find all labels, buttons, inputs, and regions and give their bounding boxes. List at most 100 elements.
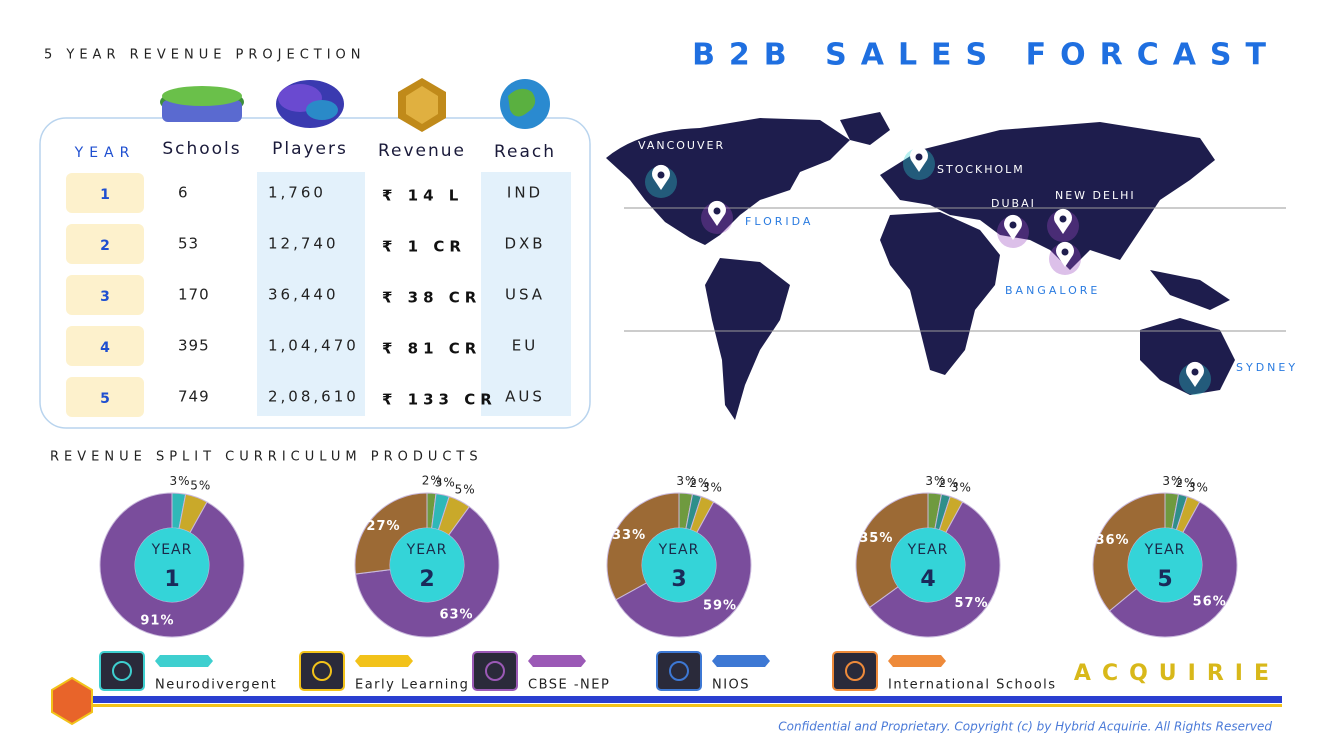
year-value: 5	[100, 391, 110, 407]
reach-value: DXB	[504, 235, 545, 253]
legend-label: Early Learning	[355, 678, 469, 693]
schools-value: 6	[178, 184, 189, 202]
reach-value: EU	[512, 337, 538, 355]
segment-label: 63%	[439, 607, 473, 622]
legend-icon	[832, 651, 878, 691]
column-header: Players	[272, 139, 348, 159]
revenue-value: ₹ 38 CR	[382, 289, 481, 307]
donut-center	[891, 528, 965, 602]
city-label: VANCOUVER	[638, 139, 725, 152]
players-value: 2,08,610	[268, 388, 359, 406]
projection-title: 5 YEAR REVENUE PROJECTION	[44, 48, 366, 63]
legend-swatch	[888, 655, 946, 667]
donut-center	[135, 528, 209, 602]
segment-label: 2%	[689, 476, 710, 490]
segment-label: 3%	[1162, 474, 1183, 488]
donut-center	[1128, 528, 1202, 602]
world-map	[606, 112, 1235, 420]
center-year: 3	[671, 567, 686, 592]
pin-dot	[1009, 221, 1017, 229]
segment-label: 3%	[925, 474, 946, 488]
pin-dot	[1059, 215, 1067, 223]
legend-swatch	[712, 655, 770, 667]
segment-label: 33%	[612, 528, 646, 543]
legend-label: Neurodivergent	[155, 678, 277, 693]
players-column-bg	[257, 172, 365, 416]
segment-label: 59%	[703, 599, 737, 614]
legend-swatch	[528, 655, 586, 667]
legend-icon-glyph	[669, 661, 689, 681]
center-year: 2	[419, 567, 434, 592]
legend-icon-glyph	[112, 661, 132, 681]
donut-segment	[615, 501, 752, 638]
schools-value: 749	[178, 388, 210, 406]
year-value: 4	[100, 340, 110, 356]
segment-label: 3%	[435, 476, 456, 490]
legend-icon	[299, 651, 345, 691]
legend-icon-glyph	[485, 661, 505, 681]
players-value: 12,740	[268, 235, 339, 253]
reach-column-bg	[481, 172, 571, 416]
brand: ACQUIRIE	[1074, 661, 1280, 686]
pin-dot	[1061, 248, 1069, 256]
reach-value: IND	[507, 184, 543, 202]
legend-icon	[99, 651, 145, 691]
column-header: Revenue	[378, 141, 466, 161]
revenue-icon	[398, 78, 446, 132]
schools-value: 395	[178, 337, 210, 355]
hex-logo	[51, 676, 93, 726]
donut-center	[642, 528, 716, 602]
pin-dot	[915, 153, 923, 161]
split-title: REVENUE SPLIT CURRICULUM PRODUCTS	[50, 450, 483, 465]
donut-center	[390, 528, 464, 602]
players-value: 36,440	[268, 286, 339, 304]
city-label: SYDNEY	[1236, 361, 1298, 374]
center-label: YEAR	[151, 542, 193, 558]
legend-swatch	[355, 655, 413, 667]
year-cell	[66, 377, 144, 417]
pin-dot	[713, 207, 721, 215]
reach-icon	[500, 79, 550, 129]
center-label: YEAR	[907, 542, 949, 558]
city-label: BANGALORE	[1005, 284, 1100, 297]
legend-label: CBSE -NEP	[528, 678, 610, 693]
city-label: DUBAI	[991, 197, 1036, 210]
segment-label: 2%	[938, 476, 959, 490]
footer-bar	[90, 696, 1282, 703]
column-header: Schools	[162, 139, 241, 159]
revenue-value: ₹ 1 CR	[382, 238, 466, 256]
legend-icon	[472, 651, 518, 691]
segment-label: 3%	[169, 474, 190, 488]
city-label: FLORIDA	[745, 215, 813, 228]
year-value: 1	[100, 187, 110, 203]
center-label: YEAR	[1144, 542, 1186, 558]
schools-icon	[160, 86, 244, 122]
segment-label: 27%	[366, 519, 400, 534]
segment-label: 2%	[1175, 476, 1196, 490]
segment-label: 3%	[676, 474, 697, 488]
center-year: 1	[164, 567, 179, 592]
pin-dot	[657, 171, 665, 179]
legend-icon	[656, 651, 702, 691]
center-label: YEAR	[406, 542, 448, 558]
segment-label: 3%	[951, 480, 972, 494]
revenue-value: ₹ 81 CR	[382, 340, 481, 358]
footer-bar-accent	[90, 704, 1282, 707]
city-label: STOCKHOLM	[937, 163, 1025, 176]
forecast-title: B2B SALES FORCAST	[692, 38, 1280, 73]
revenue-value: ₹ 133 CR	[382, 391, 497, 409]
footer-note: Confidential and Proprietary. Copyright …	[778, 720, 1272, 734]
schools-value: 170	[178, 286, 210, 304]
year-value: 2	[100, 238, 110, 254]
year-cell	[66, 173, 144, 213]
segment-label: 35%	[859, 531, 893, 546]
legend-swatch	[155, 655, 213, 667]
legend-label: NIOS	[712, 678, 750, 693]
center-label: YEAR	[658, 542, 700, 558]
segment-label: 57%	[954, 596, 988, 611]
legend-icon-glyph	[845, 661, 865, 681]
column-header: Reach	[494, 142, 556, 162]
reach-value: USA	[505, 286, 545, 304]
players-value: 1,760	[268, 184, 326, 202]
